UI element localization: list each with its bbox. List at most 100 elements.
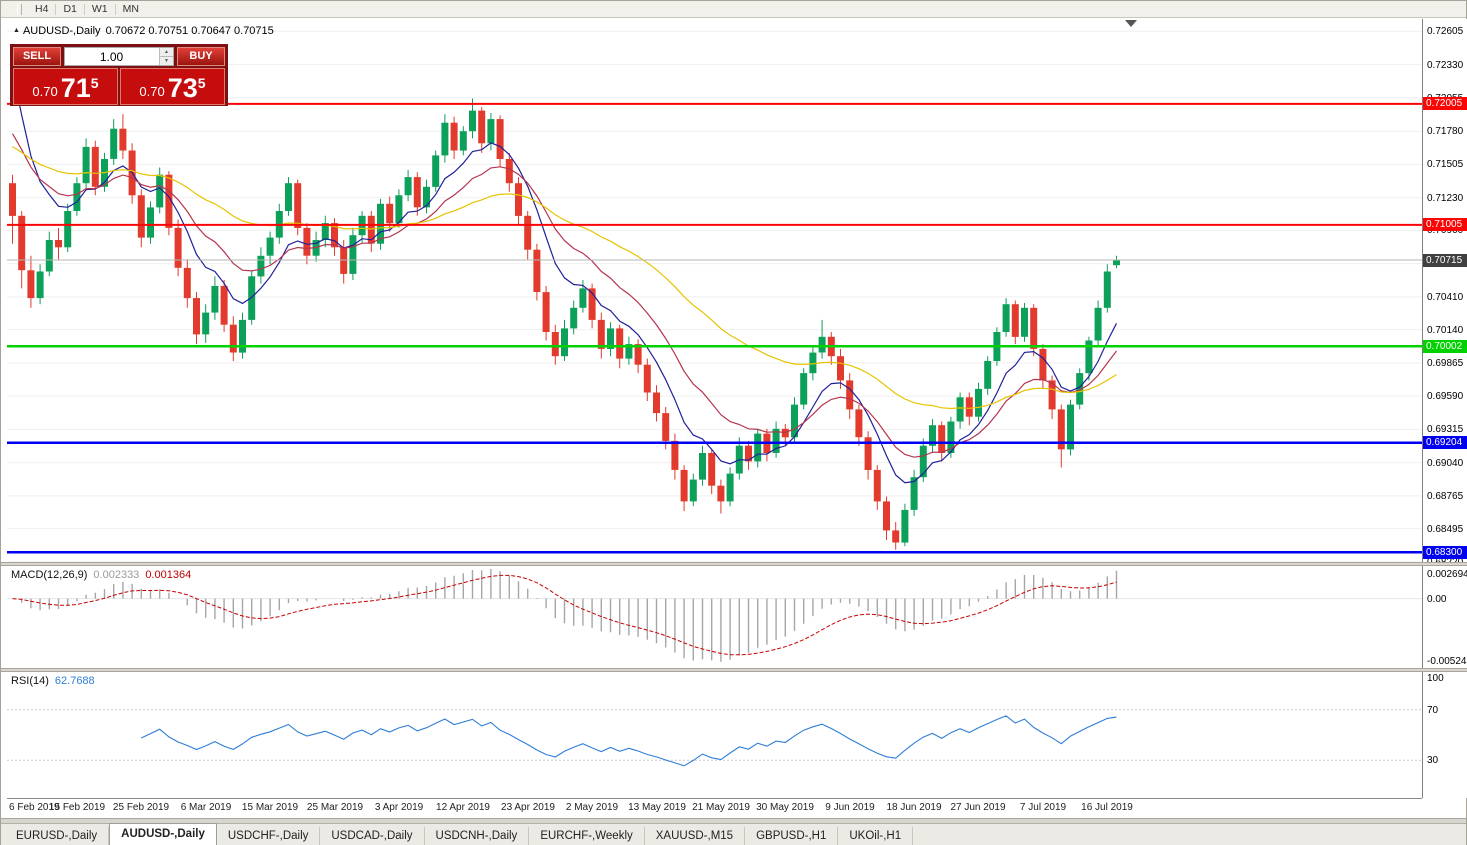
rsi-axis-label: 100: [1427, 673, 1444, 684]
macd-axis-label: -0.0052420: [1427, 656, 1467, 667]
macd-axis-label: 0.002694: [1427, 569, 1467, 580]
chart-tab-usdcnh-daily[interactable]: USDCNH-,Daily: [425, 827, 530, 845]
volume-decrease-button[interactable]: ▼: [160, 56, 173, 65]
date-axis-label: 15 Mar 2019: [241, 802, 299, 813]
level-price-tag: 0.71005: [1423, 218, 1467, 231]
macd-name: MACD(12,26,9): [11, 569, 88, 581]
rsi-name: RSI(14): [11, 675, 49, 687]
chart-title: ▲ AUDUSD-,Daily 0.70672 0.70751 0.70647 0.…: [13, 25, 274, 37]
rsi-axis-label: 70: [1427, 704, 1439, 716]
date-axis-label: 23 Apr 2019: [501, 802, 555, 813]
sell-price-sup: 5: [90, 75, 99, 91]
level-price-tag: 0.69204: [1423, 436, 1467, 449]
date-axis-label: 25 Feb 2019: [112, 802, 170, 813]
timeframe-button-d1[interactable]: D1: [63, 2, 77, 15]
chart-tab-usdcad-daily[interactable]: USDCAD-,Daily: [320, 827, 425, 845]
price-axis-label: 0.69315: [1427, 424, 1464, 436]
rsi-indicator-label: RSI(14) 62.7688: [11, 675, 95, 687]
date-axis-label: 15 Feb 2019: [48, 802, 106, 813]
chart-tab-gbpusd-h1[interactable]: GBPUSD-,H1: [745, 827, 839, 845]
chart-shift-marker: [1125, 20, 1137, 27]
volume-input[interactable]: [65, 48, 158, 65]
date-axis-label: 25 Mar 2019: [306, 802, 364, 813]
date-axis-label: 6 Mar 2019: [180, 802, 232, 813]
date-axis-label: 21 May 2019: [692, 802, 750, 813]
price-axis-label: 0.70140: [1427, 324, 1464, 336]
current-price-tag: 0.70715: [1423, 254, 1467, 267]
buy-price-big: 73: [167, 73, 198, 103]
price-axis-label: 0.72330: [1427, 59, 1464, 71]
volume-increase-button[interactable]: ▲: [160, 48, 173, 56]
price-axis-label: 0.68765: [1427, 490, 1464, 502]
macd-axis-label: 0.00: [1427, 593, 1447, 605]
date-axis-label: 13 May 2019: [628, 802, 686, 813]
level-price-tag: 0.68300: [1423, 546, 1467, 559]
toolbar-separator: [55, 3, 57, 15]
price-axis-label: 0.71505: [1427, 159, 1464, 171]
one-click-trading-panel: SELL ▲ ▼ BUY 0.70 71 5 0.70 73 5: [10, 44, 228, 106]
window-edge: [1, 818, 1466, 823]
panel-separator[interactable]: [1, 668, 1467, 672]
sell-price-display[interactable]: 0.70 71 5: [13, 68, 118, 105]
chart-symbol-label: AUDUSD-,Daily: [22, 25, 101, 37]
chart-tab-eurchf-weekly[interactable]: EURCHF-,Weekly: [529, 827, 645, 845]
date-axis-label: 9 Jun 2019: [825, 802, 875, 813]
macd-indicator-label: MACD(12,26,9) 0.002333 0.001364: [11, 569, 191, 581]
date-axis[interactable]: 6 Feb 2019 15 Feb 2019 25 Feb 2019 6 Mar 20…: [7, 798, 1422, 818]
chart-tab-xauusd-m15[interactable]: XAUUSD-,M15: [645, 827, 746, 845]
macd-signal-line: [12, 574, 1117, 656]
one-click-toggle-icon[interactable]: ▲: [13, 27, 20, 34]
macd-panel[interactable]: [7, 566, 1422, 668]
level-price-tag: 0.72005: [1423, 97, 1467, 110]
date-axis-label: 6 Feb 2019: [9, 802, 60, 813]
date-axis-label: 2 May 2019: [565, 802, 619, 813]
date-axis-label: 3 Apr 2019: [374, 802, 424, 813]
macd-main-value: 0.002333: [93, 569, 140, 581]
price-axis-label: 0.68495: [1427, 523, 1464, 535]
buy-button[interactable]: BUY: [177, 47, 225, 66]
sell-price-big: 71: [60, 73, 91, 103]
sell-price-prefix: 0.70: [32, 84, 58, 99]
timeframe-toolbar: H4 D1 W1 MN: [1, 1, 1466, 18]
chart-tab-audusd-daily[interactable]: AUDUSD-,Daily: [109, 823, 217, 845]
chart-tab-ukoil-h1[interactable]: UKOil-,H1: [838, 827, 914, 845]
toolbar-separator: [83, 3, 85, 15]
price-axis[interactable]: 0.726050.723300.720550.717800.715050.712…: [1422, 19, 1467, 798]
panel-separator[interactable]: [1, 562, 1467, 566]
ma-line-0: [11, 70, 1118, 484]
rsi-value: 62.7688: [54, 675, 95, 687]
rsi-panel[interactable]: [7, 672, 1422, 798]
buy-price-sup: 5: [197, 75, 206, 91]
sell-button[interactable]: SELL: [13, 47, 61, 66]
macd-signal-value: 0.001364: [145, 569, 192, 581]
toolbar-grip[interactable]: [17, 3, 22, 15]
date-axis-label: 16 Jul 2019: [1081, 802, 1133, 813]
price-axis-label: 0.69040: [1427, 457, 1464, 469]
chart-tab-eurusd-daily[interactable]: EURUSD-,Daily: [5, 827, 110, 845]
rsi-axis-label: 30: [1427, 755, 1439, 767]
level-price-tag: 0.70002: [1423, 340, 1467, 353]
date-axis-label: 27 Jun 2019: [950, 802, 1006, 813]
price-axis-label: 0.69590: [1427, 391, 1464, 403]
date-axis-label: 7 Jul 2019: [1019, 802, 1067, 813]
price-axis-label: 0.70410: [1427, 291, 1464, 303]
macd-histogram: [21, 569, 1118, 662]
price-chart-panel[interactable]: [7, 19, 1422, 562]
bear-candle-wicks: [12, 107, 1062, 550]
date-axis-label: 30 May 2019: [756, 802, 814, 813]
volume-spinner: ▲ ▼: [159, 48, 173, 65]
price-axis-label: 0.69865: [1427, 357, 1464, 369]
ma-line-2: [12, 146, 1117, 410]
timeframe-button-w1[interactable]: W1: [91, 2, 108, 15]
buy-price-display[interactable]: 0.70 73 5: [120, 68, 225, 105]
buy-price-prefix: 0.70: [139, 84, 165, 99]
chart-tab-usdchf-daily[interactable]: USDCHF-,Daily: [217, 827, 321, 845]
rsi-line: [141, 715, 1117, 767]
timeframe-buttons: H4 D1 W1 MN: [29, 2, 145, 17]
toolbar-separator: [114, 3, 116, 15]
chart-ohlc-values: 0.70672 0.70751 0.70647 0.70715: [105, 25, 274, 37]
timeframe-button-mn[interactable]: MN: [122, 2, 139, 15]
timeframe-button-h4[interactable]: H4: [35, 2, 49, 15]
bull-candle-wicks: [39, 98, 1117, 547]
